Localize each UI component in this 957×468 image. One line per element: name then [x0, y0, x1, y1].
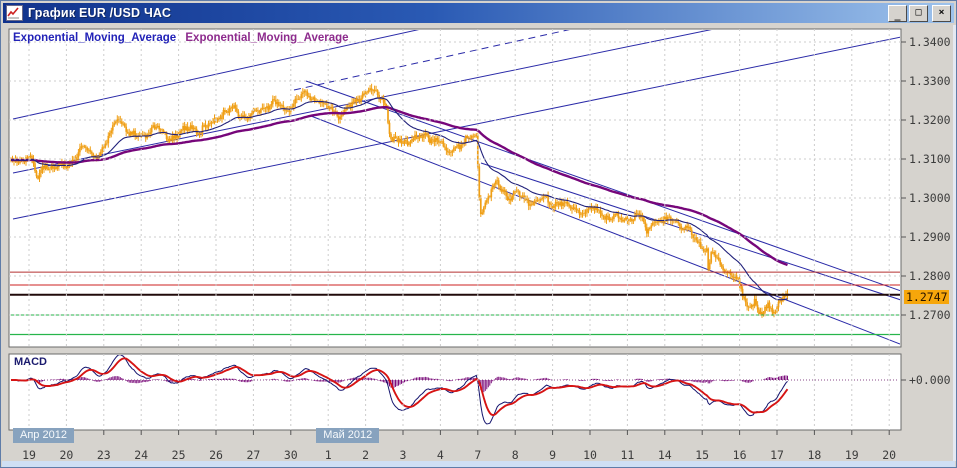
date-axis-label: 26 — [209, 448, 223, 462]
window-right-edge — [953, 25, 956, 461]
month-badge-may: Май 2012 — [316, 428, 380, 443]
macd-pane-layers — [10, 355, 899, 425]
date-axis-label: 1 — [324, 448, 332, 462]
trendline[interactable] — [293, 22, 604, 91]
date-axis-label: 27 — [246, 448, 261, 462]
date-axis-label: 25 — [171, 448, 186, 462]
window-titlebar[interactable]: График EUR /USD ЧАС _ □ × — [3, 3, 954, 23]
price-axis-label: 1.3200 — [909, 113, 951, 127]
price-axis-label: 1.2700 — [909, 308, 951, 322]
grid-lines — [9, 29, 901, 430]
window-bottom-edge — [2, 461, 955, 467]
ema-fast-legend-label: Exponential_Moving_Average — [13, 32, 177, 44]
date-axis-label: 24 — [134, 448, 149, 462]
month-badge-april: Апр 2012 — [13, 428, 74, 443]
price-axis-label: 1.2800 — [909, 269, 951, 283]
date-axis-label: 19 — [22, 448, 36, 462]
date-axis-label: 7 — [474, 448, 482, 462]
price-axis-label: 1.2900 — [909, 230, 951, 244]
date-axis-label: 19 — [844, 448, 859, 462]
date-axis-label: 17 — [770, 448, 784, 462]
date-axis-label: 20 — [882, 448, 897, 462]
window-controls: _ □ × — [888, 4, 951, 22]
date-axis-label: 20 — [59, 448, 74, 462]
trendline[interactable] — [12, 24, 444, 120]
macd-zero-label: +0.000 — [909, 373, 951, 387]
date-axis-label: 8 — [511, 448, 519, 462]
price-axis-label: 1.3300 — [909, 74, 951, 88]
date-axis-label: 15 — [695, 448, 710, 462]
indicator-legend: Exponential_Moving_Average Exponential_M… — [13, 32, 349, 44]
price-axis-label: 1.3400 — [909, 35, 951, 49]
trendline[interactable] — [310, 115, 900, 345]
date-axis-label: 10 — [583, 448, 597, 462]
date-axis-label: 18 — [807, 448, 822, 462]
ema-fast-line[interactable] — [10, 97, 788, 301]
price-pane[interactable] — [8, 28, 902, 348]
date-axis-label: 30 — [283, 448, 298, 462]
date-axis-label: 23 — [96, 448, 111, 462]
maximize-button[interactable]: □ — [909, 4, 928, 22]
date-axis-label: 9 — [549, 448, 557, 462]
minimize-button[interactable]: _ — [888, 4, 907, 22]
window-title: График EUR /USD ЧАС — [28, 6, 172, 20]
ema-slow-line[interactable] — [11, 105, 788, 267]
date-axis-label: 4 — [436, 448, 444, 462]
macd-line — [10, 355, 788, 425]
macd-signal-line — [11, 357, 789, 416]
date-axis-label: 16 — [732, 448, 747, 462]
date-axis-label: 14 — [657, 448, 672, 462]
price-axis-label: 1.3100 — [909, 152, 951, 166]
date-axis-label: 11 — [620, 448, 635, 462]
chart-app-icon — [6, 5, 23, 21]
price-axis-label: 1.3000 — [909, 191, 951, 205]
ema-slow-legend-label: Exponential_Moving_Average — [185, 32, 349, 44]
date-axis-label: 3 — [399, 448, 407, 462]
current-price-tag: 1.2747 — [904, 289, 949, 304]
date-axis-label: 2 — [362, 448, 370, 462]
close-button[interactable]: × — [932, 4, 951, 22]
macd-pane-label: MACD — [14, 356, 47, 368]
trendline[interactable] — [305, 80, 901, 292]
